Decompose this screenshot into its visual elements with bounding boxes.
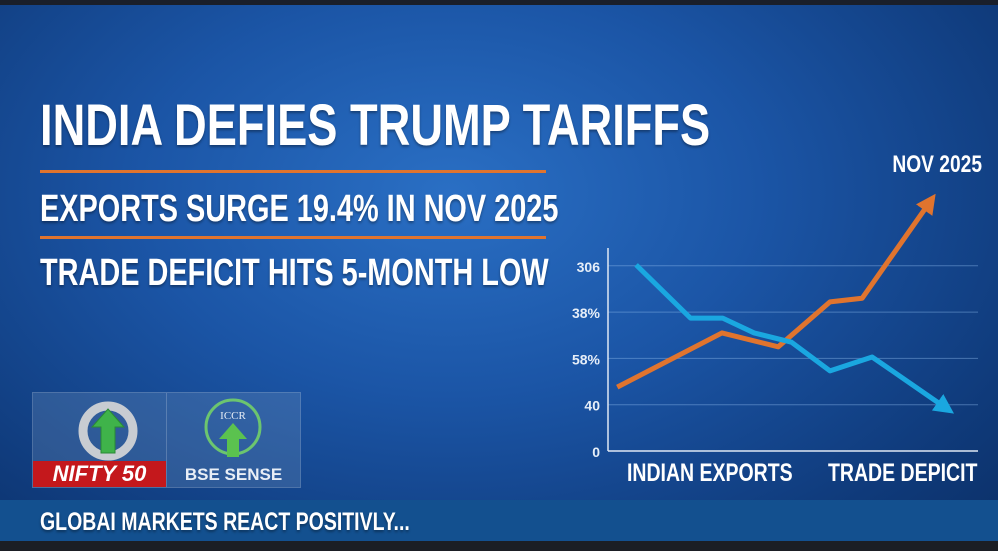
y-tick-label: 58% xyxy=(572,351,601,367)
exports-line xyxy=(616,193,936,390)
subheadline-deficit: TRADE DEFICIT HITS 5-MONTH LOW xyxy=(40,252,549,294)
chart-title: NOV 2025 xyxy=(892,150,982,178)
bse-label: BSE SENSE xyxy=(184,465,283,484)
bottom-frame-bar xyxy=(0,541,998,551)
x-label-exports: INDIAN EXPORTS xyxy=(627,459,793,487)
headline: INDIA DEFIES TRUMP TARIFFS xyxy=(40,93,711,158)
subheadline-exports: EXPORTS SURGE 19.4% IN NOV 2025 xyxy=(40,188,559,230)
bse-up-arrow-icon: ICCR xyxy=(204,398,262,457)
y-tick-label: 40 xyxy=(584,398,600,414)
trade-deficit-line xyxy=(634,263,955,414)
subheadline-divider xyxy=(40,236,546,239)
y-tick-label: 38% xyxy=(572,305,601,321)
headline-divider xyxy=(40,170,546,173)
bse-emblem-text: ICCR xyxy=(220,410,246,422)
ticker-text: GLOBAI MARKETS REACT POSITIVLY... xyxy=(40,508,410,536)
bse-sensex-logo: ICCR BSE SENSE xyxy=(167,393,300,487)
nifty-label: NIFTY 50 xyxy=(33,461,166,487)
y-tick-label: 306 xyxy=(577,259,601,275)
nifty-up-arrow-icon xyxy=(78,401,138,461)
market-index-logos: NIFTY 50 ICCR BSE SENSE xyxy=(32,392,301,488)
news-ticker: GLOBAI MARKETS REACT POSITIVLY... xyxy=(0,500,998,542)
y-tick-label: 0 xyxy=(592,444,600,460)
nifty-50-logo: NIFTY 50 xyxy=(33,393,167,487)
top-frame-bar xyxy=(0,0,998,5)
x-label-deficit: TRADE DEPICIT xyxy=(828,459,978,487)
